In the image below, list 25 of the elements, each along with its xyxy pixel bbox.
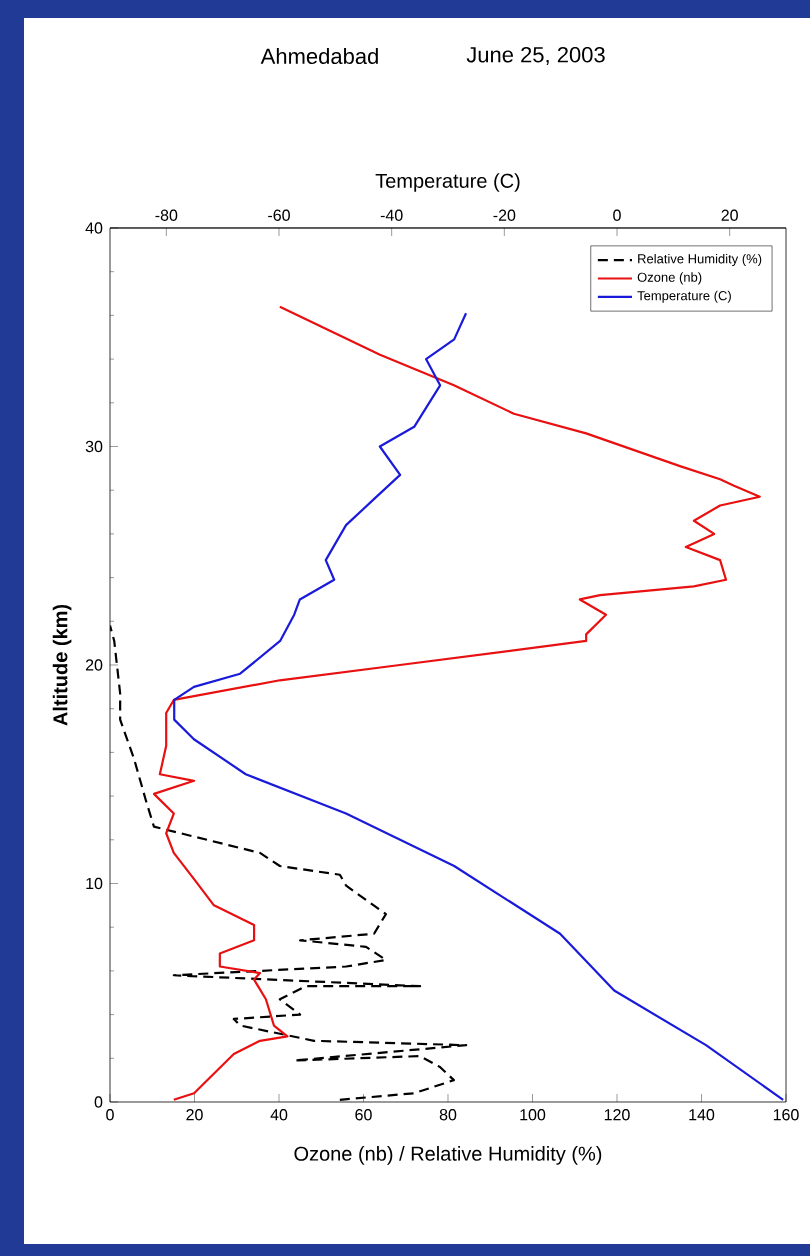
x-tick-label: 140 — [689, 1109, 715, 1121]
x2-tick-label: -80 — [155, 209, 178, 221]
x-axis-title: Ozone (nb) / Relative Humidity (%) — [294, 1146, 602, 1165]
x-tick-label: 120 — [604, 1109, 630, 1121]
x2-tick-label: 0 — [613, 209, 621, 221]
x2-axis-title: Temperature (C) — [375, 173, 520, 192]
x-tick-label: 60 — [355, 1109, 372, 1121]
x2-tick-label: -60 — [268, 209, 290, 221]
y-axis-title: Altitude (km) — [52, 604, 72, 726]
x-tick-label: 20 — [186, 1109, 203, 1121]
x-tick-label: 0 — [106, 1109, 114, 1121]
y-tick-label: 10 — [86, 877, 103, 890]
y-tick-label: 30 — [85, 440, 103, 453]
chart-title: Ahmedabad — [260, 47, 378, 65]
x2-tick-label: -20 — [493, 209, 516, 221]
x2-tick-label: 20 — [721, 209, 738, 221]
x-tick-label: 40 — [270, 1109, 288, 1121]
chart-subtitle: June 25, 2003 — [466, 46, 605, 66]
y-tick-label: 40 — [85, 222, 103, 234]
y-tick-label: 0 — [94, 1096, 103, 1108]
x-tick-label: 80 — [439, 1109, 457, 1121]
x-tick-label: 160 — [773, 1109, 799, 1121]
x-tick-label: 100 — [520, 1109, 546, 1121]
y-tick-label: 20 — [85, 659, 103, 671]
x2-tick-label: -40 — [380, 209, 403, 221]
